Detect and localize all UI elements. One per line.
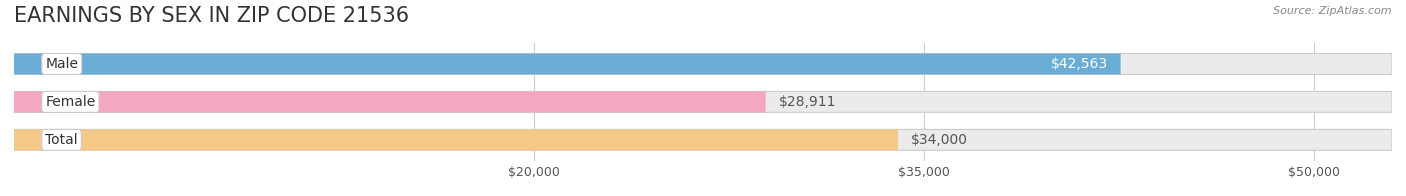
FancyBboxPatch shape [14, 129, 1392, 150]
FancyBboxPatch shape [14, 92, 1392, 112]
Text: $34,000: $34,000 [911, 133, 967, 147]
Text: $42,563: $42,563 [1050, 57, 1108, 71]
Text: Male: Male [45, 57, 79, 71]
Text: Source: ZipAtlas.com: Source: ZipAtlas.com [1274, 6, 1392, 16]
FancyBboxPatch shape [14, 54, 1121, 74]
Text: Total: Total [45, 133, 77, 147]
Text: EARNINGS BY SEX IN ZIP CODE 21536: EARNINGS BY SEX IN ZIP CODE 21536 [14, 6, 409, 26]
FancyBboxPatch shape [14, 54, 1392, 74]
Text: $28,911: $28,911 [779, 95, 837, 109]
FancyBboxPatch shape [14, 129, 898, 150]
FancyBboxPatch shape [14, 92, 766, 112]
Text: Female: Female [45, 95, 96, 109]
